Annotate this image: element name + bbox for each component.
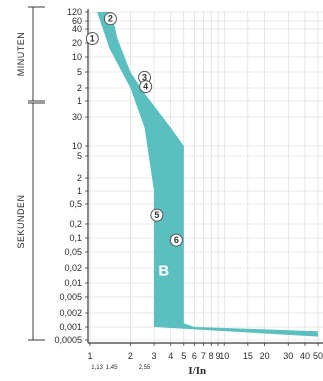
x-tick-label: 20 bbox=[260, 351, 270, 361]
tripping-band-b bbox=[97, 12, 318, 337]
band-label-b: B bbox=[158, 262, 169, 279]
x-subtick-label: 1,13 bbox=[91, 365, 103, 371]
y-tick-label: 0,02 bbox=[64, 263, 82, 273]
y-tick-labels: 1206040201052130105210,50,20,10,050,020,… bbox=[54, 7, 88, 345]
y-group-title: MINUTEN bbox=[16, 32, 26, 77]
x-subtick-label: 2,55 bbox=[139, 365, 151, 371]
y-tick-label: 2 bbox=[77, 173, 82, 183]
y-tick-label: 40 bbox=[72, 24, 82, 34]
x-tick-label: 8 bbox=[209, 351, 214, 361]
y-tick-label: 1 bbox=[77, 96, 82, 106]
x-tick-label: 10 bbox=[219, 351, 229, 361]
callout-4: 4 bbox=[139, 80, 153, 94]
y-tick-label: 0,5 bbox=[69, 199, 82, 209]
x-tick-label: 7 bbox=[201, 351, 206, 361]
x-tick-labels: 1 2 3 4 5 6 7 8 910 15 20 30 40 50 1,13 1,45 2,55 bbox=[87, 343, 323, 371]
y-group-title: SEKUNDEN bbox=[16, 194, 26, 248]
y-tick-label: 60 bbox=[72, 16, 82, 26]
y-tick-label: 0,1 bbox=[69, 233, 82, 243]
x-tick-label: 3 bbox=[152, 351, 157, 361]
x-tick-label: 9 bbox=[216, 351, 221, 361]
y-tick-label: 0,0005 bbox=[54, 335, 82, 345]
callout-circle bbox=[103, 12, 117, 26]
y-axis-group-brackets: MINUTEN SEKUNDEN bbox=[16, 6, 45, 341]
x-tick-label: 15 bbox=[243, 351, 253, 361]
y-tick-label: 2 bbox=[77, 83, 82, 93]
x-subtick-label: 1,45 bbox=[106, 365, 118, 371]
callout-circle bbox=[139, 80, 153, 94]
x-tick-label: 40 bbox=[300, 351, 310, 361]
y-tick-label: 20 bbox=[72, 38, 82, 48]
y-tick-label: 1 bbox=[77, 186, 82, 196]
x-tick-label: 4 bbox=[168, 351, 173, 361]
x-axis-title: I/In bbox=[188, 365, 206, 377]
callout-circle bbox=[169, 233, 183, 247]
callout-number: 5 bbox=[154, 210, 159, 220]
callouts: 1 2 34 5 6 bbox=[85, 12, 183, 247]
callout-1: 1 bbox=[85, 31, 99, 45]
callout-6: 6 bbox=[169, 233, 183, 247]
y-tick-label: 30 bbox=[72, 112, 82, 122]
callout-number: 4 bbox=[143, 82, 148, 92]
y-tick-label: 5 bbox=[77, 67, 82, 77]
callout-circle bbox=[150, 208, 164, 222]
axes bbox=[87, 9, 323, 344]
x-tick-label: 6 bbox=[192, 351, 197, 361]
callout-number: 1 bbox=[90, 33, 95, 43]
y-tick-label: 0,001 bbox=[59, 322, 82, 332]
x-tick-label: 2 bbox=[128, 351, 133, 361]
y-tick-label: 0,05 bbox=[64, 247, 82, 257]
x-tick-label: 1 bbox=[87, 351, 92, 361]
y-tick-label: 10 bbox=[72, 141, 82, 151]
callout-number: 6 bbox=[174, 235, 179, 245]
y-tick-label: 0,005 bbox=[59, 292, 82, 302]
x-tick-label: 30 bbox=[283, 351, 293, 361]
y-tick-label: 10 bbox=[72, 52, 82, 62]
callout-5: 5 bbox=[150, 208, 164, 222]
callout-number: 2 bbox=[108, 14, 113, 24]
y-tick-label: 120 bbox=[67, 7, 82, 17]
callout-number: 3 bbox=[142, 72, 147, 82]
y-tick-label: 0,01 bbox=[64, 278, 82, 288]
y-tick-label: 0,002 bbox=[59, 308, 82, 318]
y-tick-label: 0,2 bbox=[69, 219, 82, 229]
callout-circle bbox=[85, 31, 99, 45]
x-tick-label: 5 bbox=[181, 351, 186, 361]
callout-2: 2 bbox=[103, 12, 117, 26]
y-tick-label: 5 bbox=[77, 151, 82, 161]
x-tick-label: 50 bbox=[313, 351, 323, 361]
grid bbox=[88, 11, 323, 343]
